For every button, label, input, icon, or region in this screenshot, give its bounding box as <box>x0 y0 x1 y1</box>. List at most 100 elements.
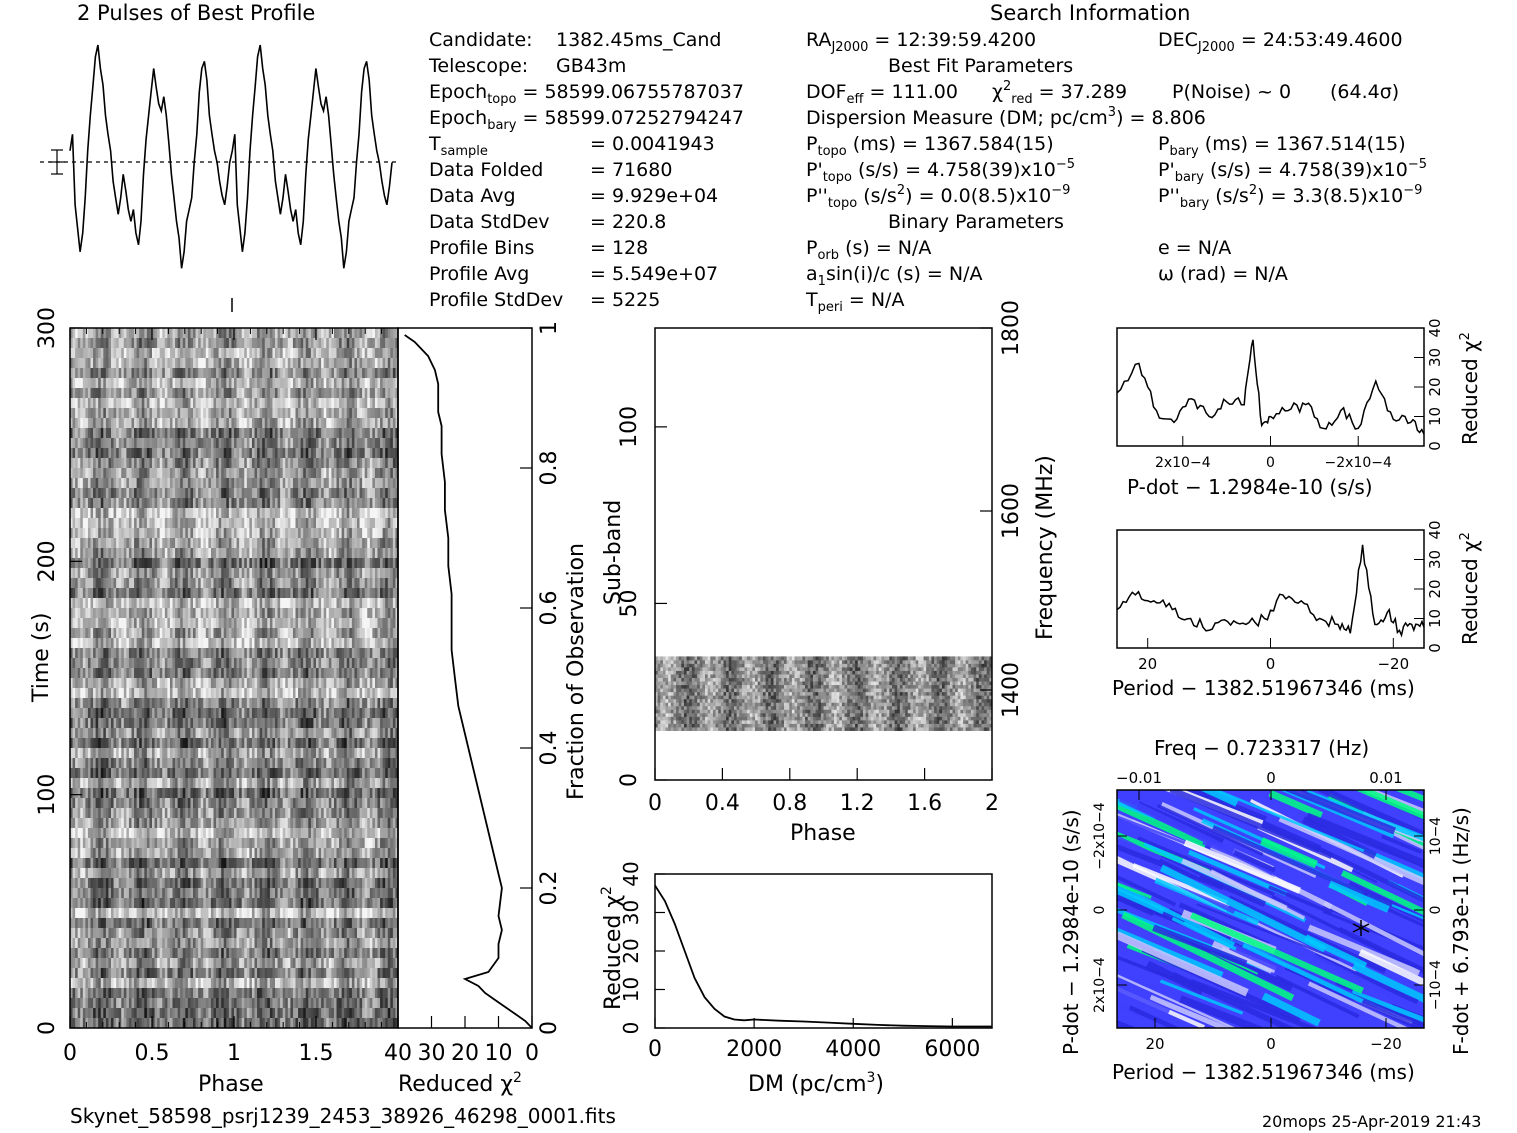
heatmap-cell <box>269 408 273 419</box>
heatmap-cell <box>267 408 271 419</box>
heatmap-cell <box>157 628 161 639</box>
heatmap-cell <box>141 688 145 699</box>
heatmap-cell <box>164 338 168 349</box>
heatmap-cell <box>131 668 135 679</box>
heatmap-cell <box>280 348 284 359</box>
heatmap-cell <box>90 658 94 669</box>
heatmap-cell <box>169 578 173 589</box>
heatmap-cell <box>177 448 181 459</box>
heatmap-cell <box>226 408 230 419</box>
heatmap-cell <box>180 498 184 509</box>
heatmap-cell <box>167 688 171 699</box>
heatmap-cell <box>141 548 145 559</box>
heatmap-cell <box>305 658 309 669</box>
heatmap-cell <box>167 578 171 589</box>
heatmap-cell <box>157 358 161 369</box>
heatmap-cell <box>244 378 248 389</box>
heatmap-cell <box>223 388 227 399</box>
heatmap-cell <box>349 478 353 489</box>
heatmap-cell <box>362 658 366 669</box>
heatmap-cell <box>392 498 396 509</box>
heatmap-cell <box>354 388 358 399</box>
heatmap-cell <box>190 438 194 449</box>
heatmap-cell <box>182 418 186 429</box>
heatmap-cell <box>380 348 384 359</box>
heatmap-cell <box>241 348 245 359</box>
heatmap-cell <box>257 418 261 429</box>
heatmap-cell <box>185 638 189 649</box>
heatmap-cell <box>223 558 227 569</box>
heatmap-cell <box>239 588 243 599</box>
heatmap-cell <box>152 568 155 579</box>
heatmap-cell <box>321 568 325 579</box>
heatmap-cell <box>231 508 235 519</box>
heatmap-cell <box>290 438 294 449</box>
heatmap-cell <box>259 578 263 589</box>
heatmap-cell <box>126 378 130 389</box>
heatmap-cell <box>198 418 202 429</box>
heatmap-cell <box>200 478 204 489</box>
heatmap-cell <box>226 618 230 629</box>
heatmap-cell <box>277 448 281 459</box>
heatmap-cell <box>162 488 166 499</box>
heatmap-cell <box>390 538 394 549</box>
heatmap-cell <box>362 408 366 419</box>
search-title: Search Information <box>990 1 1191 25</box>
heatmap-cell <box>123 638 127 649</box>
heatmap-cell <box>395 508 399 519</box>
heatmap-cell <box>310 638 314 649</box>
heatmap-cell <box>167 668 171 679</box>
heatmap-cell <box>205 478 209 489</box>
heatmap-cell <box>75 588 79 599</box>
heatmap-cell <box>318 498 322 509</box>
heatmap-cell <box>103 618 107 629</box>
heatmap-cell <box>239 698 243 709</box>
heatmap-cell <box>208 628 212 639</box>
heatmap-cell <box>203 388 207 399</box>
heatmap-cell <box>262 508 266 519</box>
heatmap-cell <box>280 468 284 479</box>
heatmap-cell <box>234 368 237 379</box>
heatmap-cell <box>313 558 317 569</box>
heatmap-cell <box>272 378 276 389</box>
heatmap-cell <box>244 508 248 519</box>
heatmap-cell <box>95 608 99 619</box>
heatmap-cell <box>95 558 99 569</box>
heatmap-cell <box>310 418 314 429</box>
heatmap-cell <box>364 698 368 709</box>
heatmap-cell <box>82 468 86 479</box>
heatmap-cell <box>77 348 81 359</box>
heatmap-cell <box>105 418 109 429</box>
heatmap-cell <box>241 558 245 569</box>
heatmap-cell <box>382 408 386 419</box>
heatmap-cell <box>185 328 189 339</box>
heatmap-cell <box>251 538 255 549</box>
heatmap-cell <box>126 368 130 379</box>
heatmap-cell <box>210 488 214 499</box>
heatmap-cell <box>139 588 143 599</box>
heatmap-cell <box>180 348 184 359</box>
heatmap-cell <box>221 458 225 469</box>
heatmap-cell <box>287 648 291 659</box>
heatmap-cell <box>205 708 209 719</box>
heatmap-cell <box>346 608 350 619</box>
heatmap-cell <box>339 448 343 459</box>
heatmap-cell <box>300 558 304 569</box>
heatmap-cell <box>357 688 360 699</box>
heatmap-cell <box>113 688 117 699</box>
heatmap-cell <box>292 498 296 509</box>
heatmap-cell <box>128 508 132 519</box>
heatmap-cell <box>157 568 161 579</box>
heatmap-cell <box>323 438 327 449</box>
heatmap-cell <box>272 448 276 459</box>
heatmap-cell <box>369 598 373 609</box>
heatmap-cell <box>392 638 396 649</box>
heatmap-cell <box>323 578 327 589</box>
heatmap-cell <box>269 488 273 499</box>
heatmap-cell <box>228 598 232 609</box>
heatmap-cell <box>123 608 127 619</box>
heatmap-cell <box>308 478 312 489</box>
heatmap-cell <box>390 518 394 529</box>
heatmap-cell <box>103 368 107 379</box>
heatmap-cell <box>139 678 143 689</box>
